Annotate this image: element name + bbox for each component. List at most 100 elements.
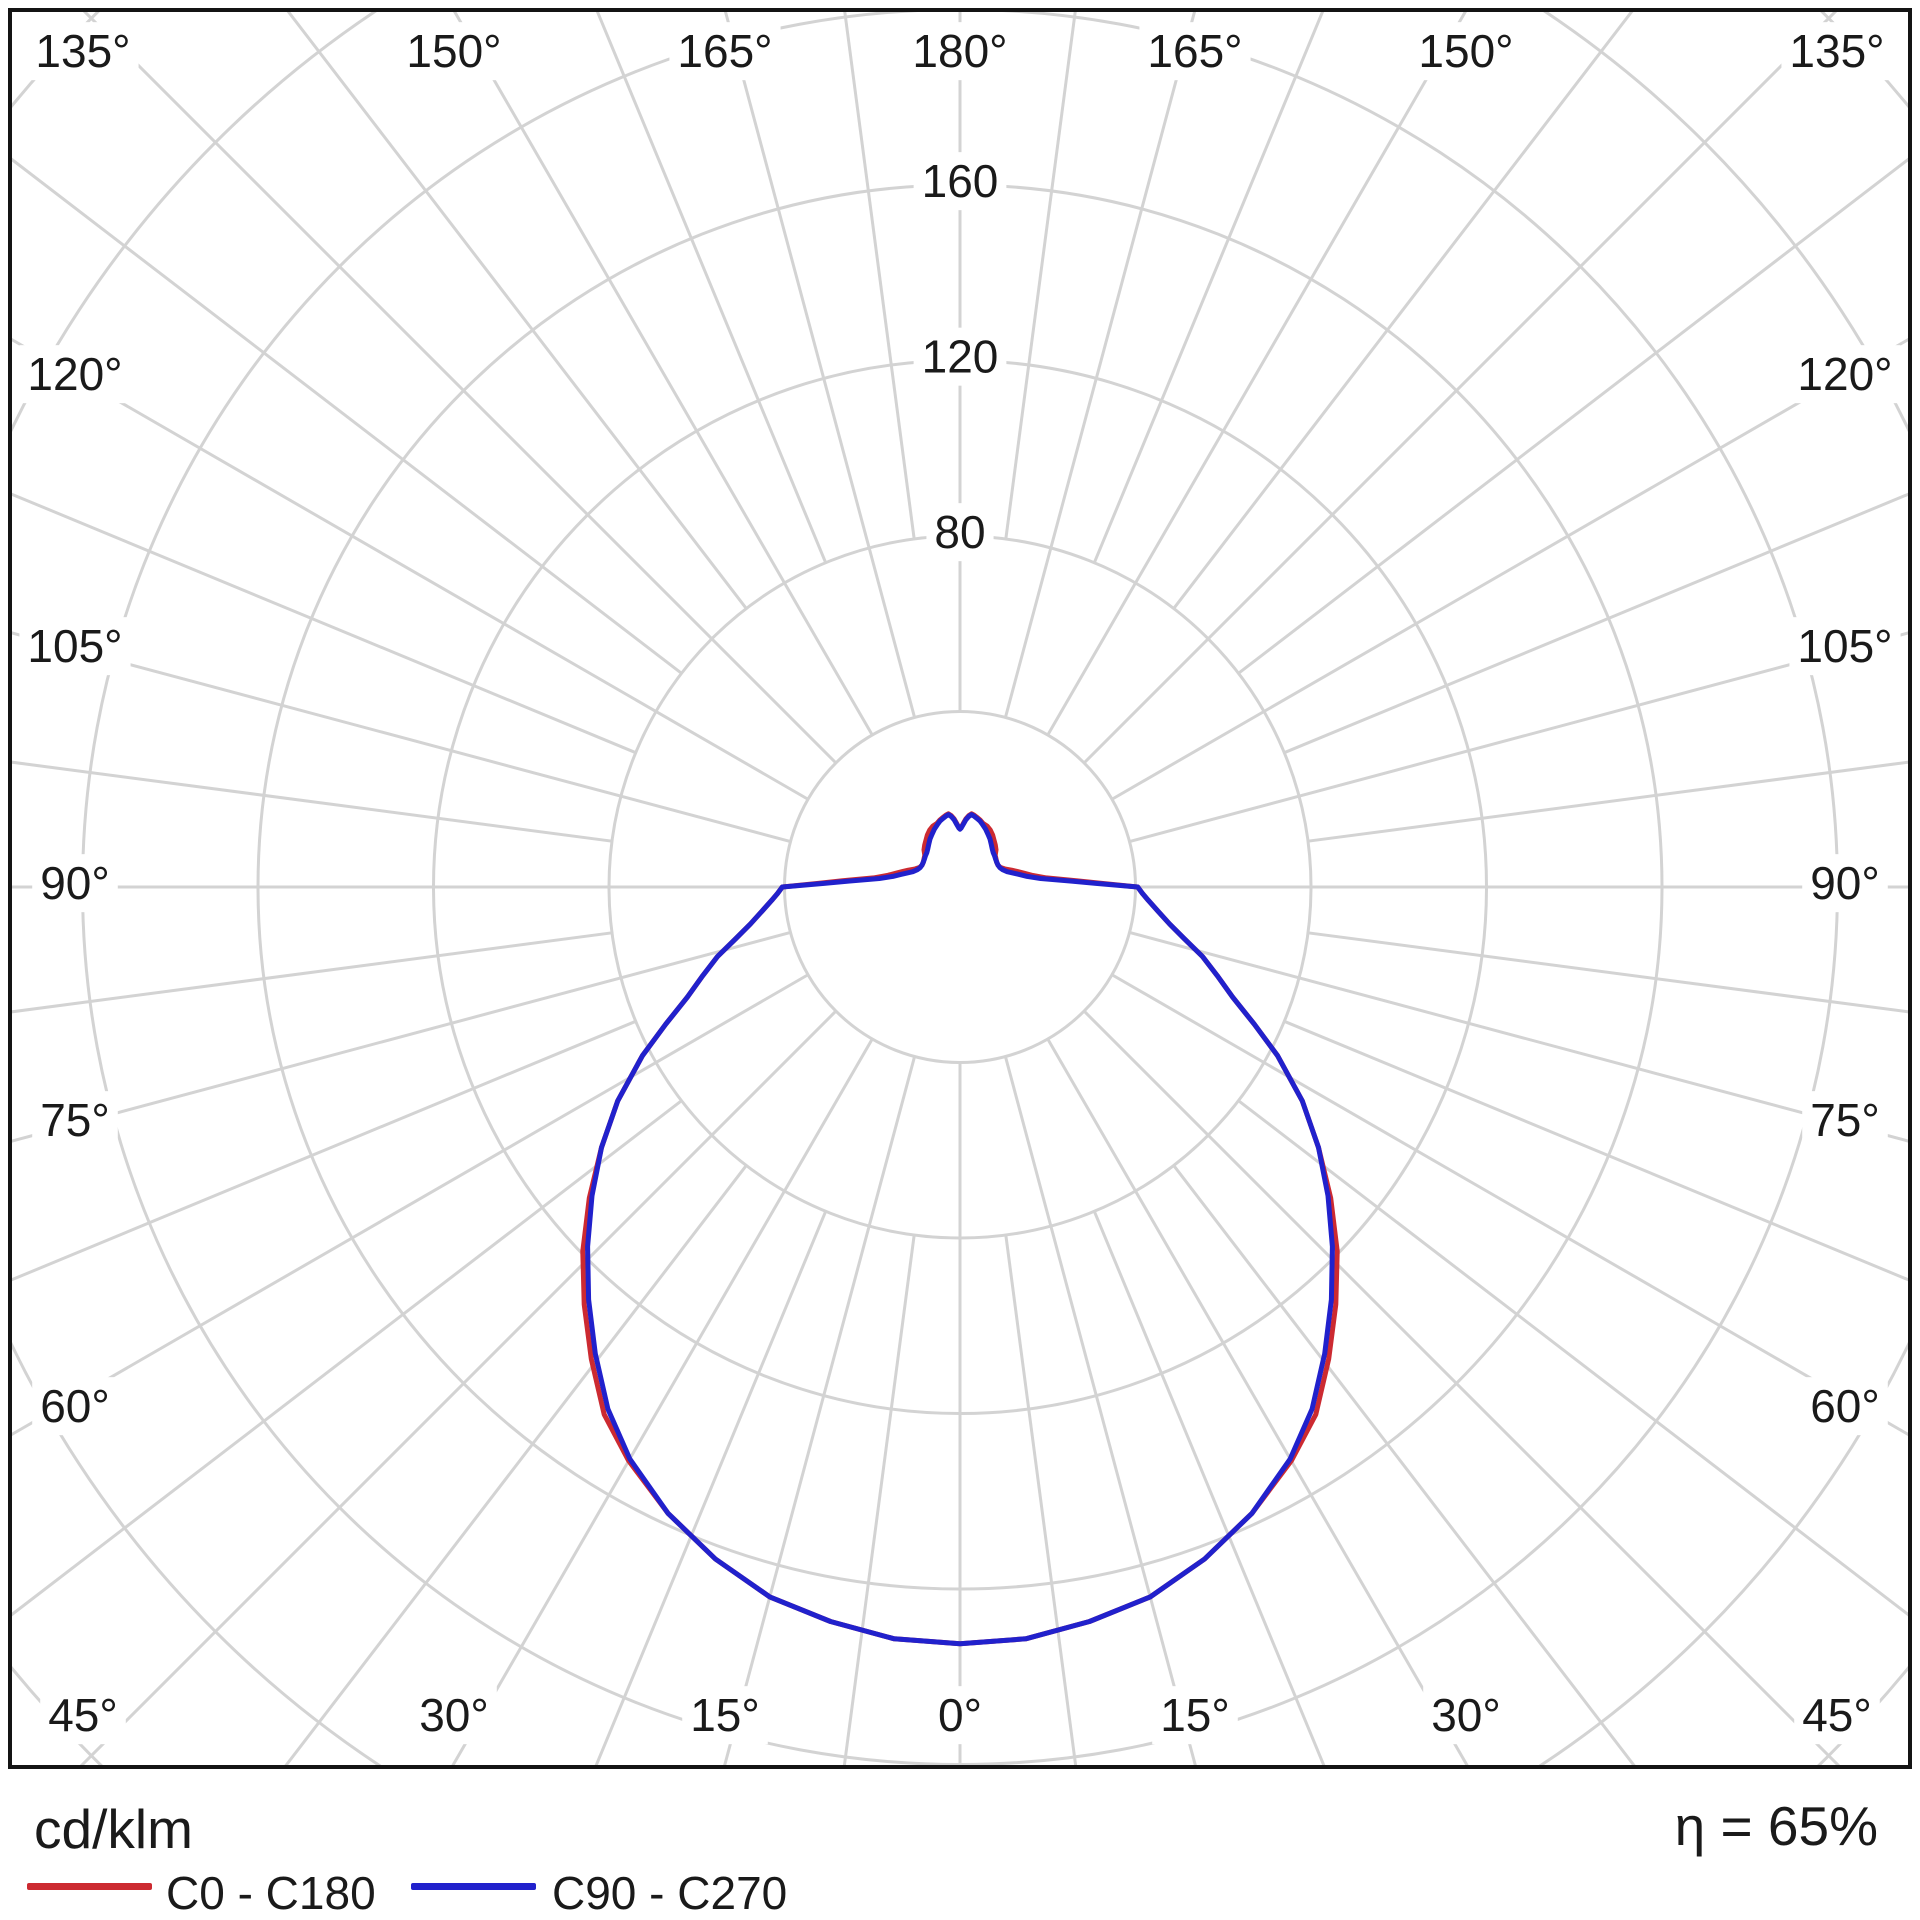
angle-label-left-bg (19, 617, 131, 676)
grid-spoke-major (1083, 1010, 1841, 1765)
grid-spoke-minor (595, 12, 828, 564)
grid-spoke-minor (1307, 760, 1908, 843)
angle-label-left: 75° (40, 1094, 110, 1146)
grid-spoke-major (12, 973, 809, 1437)
legend-label-c0-c180: C0 - C180 (166, 1867, 376, 1919)
grid-spoke-major (1111, 337, 1908, 801)
angle-label-top: 150° (406, 25, 501, 77)
chart-frame (8, 8, 1912, 1769)
grid-spoke-minor (1172, 1164, 1636, 1765)
angle-label-bottom: 0° (938, 1689, 982, 1741)
radial-tick-label-bg (926, 503, 994, 562)
curves-group (580, 811, 1340, 1647)
angle-label-right-bg (1802, 854, 1888, 913)
angle-label-bottom-bg (1152, 1686, 1238, 1745)
angle-label-right-bg (1802, 1377, 1888, 1436)
grid-spoke-minor (12, 492, 637, 755)
grid-spoke-major (451, 1038, 874, 1765)
angle-label-bottom-bg (411, 1686, 497, 1745)
angle-label-top: 150° (1418, 25, 1513, 77)
grid-spoke-major (1046, 12, 1467, 736)
angle-label-top: 180° (912, 25, 1007, 77)
grid-spoke-major (12, 631, 791, 844)
grid-spoke-minor (1092, 1210, 1326, 1765)
angle-label-left-bg (32, 1091, 118, 1150)
angle-label-top-bg (1139, 22, 1251, 81)
grid-spoke-minor (12, 157, 683, 675)
angle-label-top-bg (904, 22, 1016, 81)
curve-c90-c270 (585, 812, 1335, 1647)
angle-label-right-bg (1789, 345, 1901, 404)
angle-label-left: 105° (27, 620, 122, 672)
grid-spoke-major (1129, 631, 1908, 844)
grid-spoke-major (12, 930, 791, 1143)
grid-spoke-major (79, 1010, 837, 1765)
grid-spoke-minor (1092, 12, 1325, 564)
legend-line-c0-c180 (27, 1883, 152, 1890)
angle-label-left-bg (32, 1377, 118, 1436)
angle-label-right: 120° (1797, 348, 1892, 400)
grid-spoke-minor (1172, 12, 1634, 610)
angle-label-bottom: 15° (690, 1689, 760, 1741)
angle-label-right: 90° (1810, 857, 1880, 909)
radial-tick-label-bg (913, 152, 1007, 211)
angle-label-top-bg (1781, 22, 1893, 81)
grid-spoke-major (12, 337, 809, 801)
angle-label-bottom: 45° (1802, 1689, 1872, 1741)
angle-label-bottom: 30° (419, 1689, 489, 1741)
grid-spoke-minor (12, 1019, 637, 1282)
angle-label-left-bg (32, 854, 118, 913)
angle-label-right: 105° (1797, 620, 1892, 672)
angle-label-left: 120° (27, 348, 122, 400)
angle-label-top-bg (669, 22, 781, 81)
grid-spoke-minor (286, 12, 748, 610)
radial-tick-label-bg (913, 327, 1007, 386)
legend-label-c90-c270: C90 - C270 (552, 1867, 788, 1919)
grid-spoke-minor (594, 1210, 828, 1765)
angle-label-bottom-bg (1423, 1686, 1509, 1745)
angle-label-top: 165° (677, 25, 772, 77)
angle-label-left: 90° (40, 857, 110, 909)
angle-label-right: 75° (1810, 1094, 1880, 1146)
angle-label-bottom: 30° (1431, 1689, 1501, 1741)
radial-tick-label: 160 (922, 155, 999, 207)
angle-label-top-bg (27, 22, 139, 81)
angle-label-top: 135° (35, 25, 130, 77)
grid-spoke-minor (1004, 12, 1077, 540)
grid-spoke-major (82, 12, 837, 764)
grid-spoke-minor (1307, 931, 1908, 1014)
labels-group: 80 120 160 135° 150° 165° 180° 165° 150° 135° 45° 3… (19, 22, 1901, 1745)
grid-spoke-major (1083, 12, 1838, 764)
grid-spoke-minor (1237, 157, 1908, 675)
angle-label-right-bg (1789, 617, 1901, 676)
grid-spoke-minor (1237, 1099, 1908, 1617)
grid-spoke-major (1129, 930, 1908, 1143)
legend-line-c90-c270 (411, 1883, 536, 1890)
grid-spoke-minor (842, 1234, 916, 1765)
angle-label-top-bg (1410, 22, 1522, 81)
grid-spoke-minor (12, 1099, 683, 1617)
angle-label-bottom-bg (40, 1686, 126, 1745)
angle-label-top: 165° (1147, 25, 1242, 77)
angle-label-right: 60° (1810, 1380, 1880, 1432)
angle-label-bottom: 15° (1160, 1689, 1230, 1741)
angle-label-left-bg (19, 345, 131, 404)
grid-spoke-minor (843, 12, 916, 540)
radial-tick-label: 120 (922, 331, 999, 383)
angle-label-top-bg (398, 22, 510, 81)
angle-label-bottom: 45° (48, 1689, 118, 1741)
angle-label-left: 60° (40, 1380, 110, 1432)
grid-spoke-minor (1004, 1234, 1078, 1765)
angle-label-top: 135° (1789, 25, 1884, 77)
grid-spoke-major (453, 12, 874, 736)
grid-spoke-minor (284, 1164, 748, 1765)
angle-label-bottom-bg (1794, 1686, 1880, 1745)
angle-label-right-bg (1802, 1091, 1888, 1150)
angle-label-bottom-bg (930, 1686, 990, 1745)
unit-label: cd/klm (34, 1798, 193, 1860)
grid-spoke-minor (1283, 1019, 1908, 1282)
grid-spoke-minor (12, 931, 613, 1014)
grid-spoke-minor (1283, 492, 1908, 755)
